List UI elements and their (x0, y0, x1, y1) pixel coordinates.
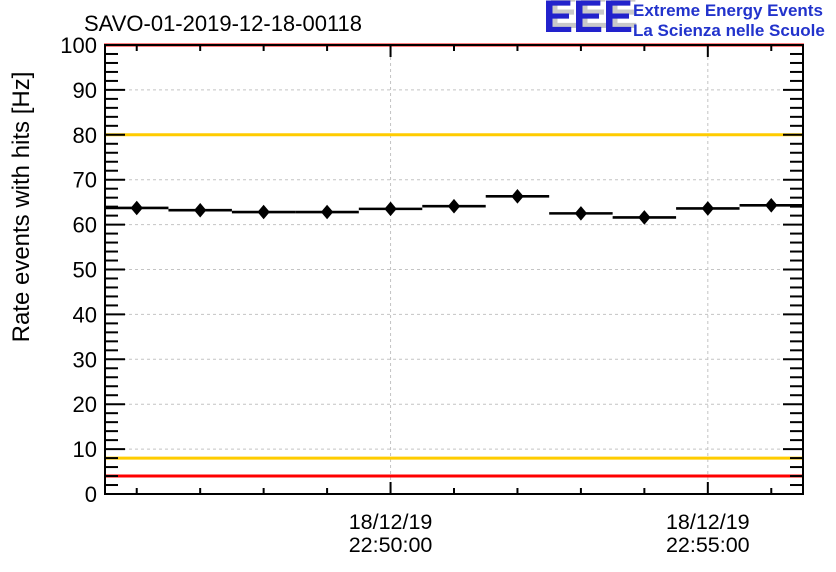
data-series (105, 189, 803, 225)
svg-text:20: 20 (73, 392, 97, 417)
svg-text:22:55:00: 22:55:00 (666, 533, 750, 557)
eee-logo-line1: Extreme Energy Events (633, 1, 823, 20)
y-axis-title: Rate events with hits [Hz] (8, 71, 35, 343)
eee-logo-acronym: EEE (543, 0, 634, 42)
svg-text:80: 80 (73, 123, 97, 148)
svg-text:0: 0 (85, 482, 97, 507)
svg-text:30: 30 (73, 347, 97, 372)
threshold-lines (104, 43, 804, 478)
gridlines (105, 45, 803, 494)
svg-text:60: 60 (73, 213, 97, 238)
svg-text:18/12/19: 18/12/19 (349, 510, 433, 534)
y-tick-labels: 0 10 20 30 40 50 60 70 80 90 100 (60, 33, 97, 507)
svg-text:10: 10 (73, 437, 97, 462)
svg-text:70: 70 (73, 168, 97, 193)
svg-text:100: 100 (60, 33, 97, 58)
svg-text:18/12/19: 18/12/19 (666, 510, 750, 534)
eee-logo-line2: La Scienza nelle Scuole (633, 21, 825, 40)
svg-text:50: 50 (73, 258, 97, 283)
svg-text:22:50:00: 22:50:00 (349, 533, 433, 557)
axis-ticks (105, 44, 803, 495)
eee-logo-text: Extreme Energy Events La Scienza nelle S… (633, 1, 825, 41)
svg-text:90: 90 (73, 78, 97, 103)
eee-logo: EEE Extreme Energy Events La Scienza nel… (543, 0, 833, 46)
svg-text:40: 40 (73, 302, 97, 327)
page-title: SAVO-01-2019-12-18-00118 (84, 11, 363, 36)
